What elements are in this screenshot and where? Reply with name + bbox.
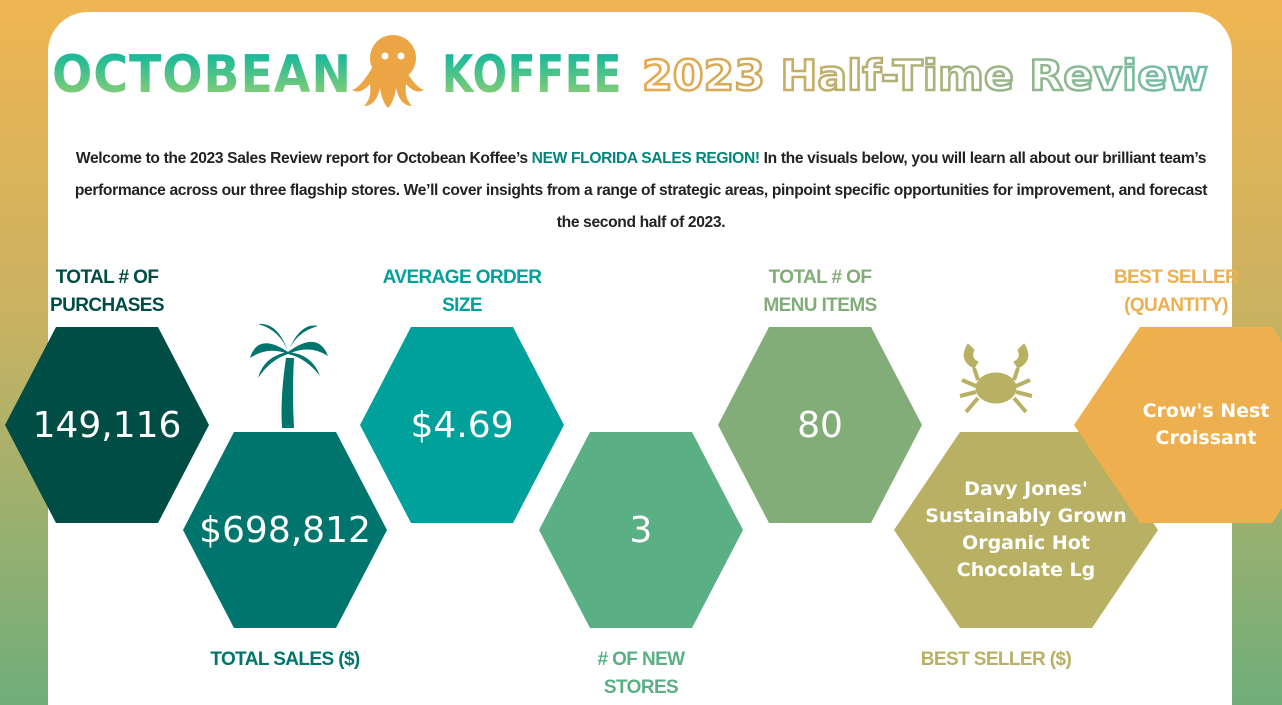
- intro-highlight: NEW FLORIDA SALES REGION!: [531, 150, 760, 167]
- kpi-label: AVERAGE ORDER SIZE: [382, 267, 542, 316]
- kpi-label: TOTAL # OF PURCHASES: [50, 267, 165, 316]
- intro-after: In the visuals below, you will learn all…: [74, 150, 1208, 231]
- intro-before: Welcome to the 2023 Sales Review report …: [75, 150, 532, 167]
- kpi-label: TOTAL SALES ($): [210, 649, 360, 670]
- intro-text: Welcome to the 2023 Sales Review report …: [62, 143, 1220, 239]
- kpi-label: TOTAL # OF MENU ITEMS: [763, 267, 877, 316]
- brand-right: KOFFEE: [442, 45, 622, 105]
- octopus-icon: [352, 35, 424, 108]
- brand-left: OCTOBEAN: [52, 45, 352, 105]
- palm-icon: [250, 323, 328, 428]
- report-title: 2023 Half-Time Review: [642, 51, 1208, 100]
- kpi-label: BEST SELLER (QUANTITY): [1113, 267, 1239, 316]
- kpi-label: BEST SELLER ($): [920, 649, 1072, 670]
- kpi-label: # OF NEW STORES: [597, 649, 685, 698]
- header: OCTOBEAN KOFFEE 2023 Half-Time Review: [52, 35, 1209, 108]
- crab-icon: [959, 343, 1033, 414]
